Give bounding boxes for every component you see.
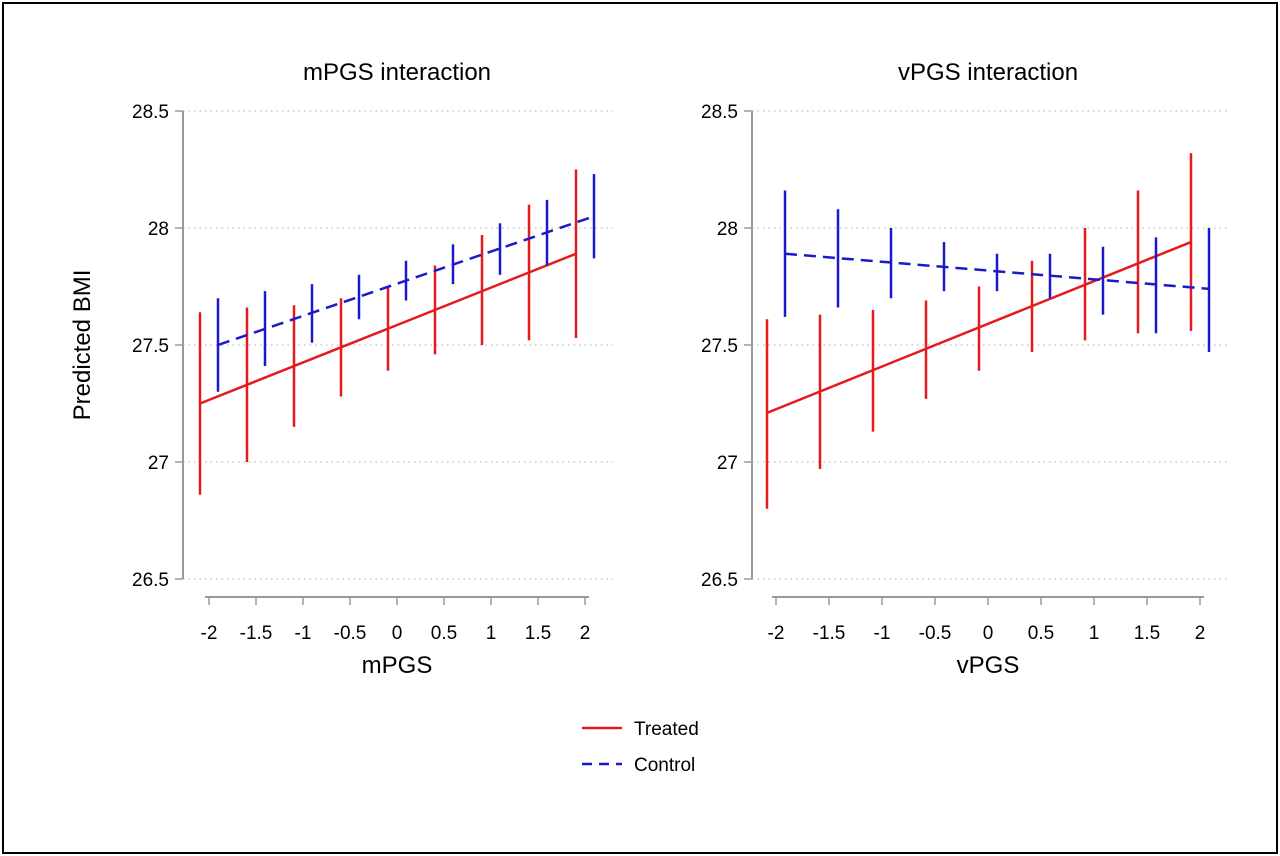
x-tick-label: 0.5	[1028, 623, 1054, 644]
series-control	[216, 174, 596, 392]
y-tick-label: 28.5	[132, 102, 169, 123]
chart-panel-2: vPGS interaction 26.5 27 27.5 28 28.5 -2 -1.5 -1…	[701, 59, 1228, 679]
x-tick-label: -2	[768, 623, 785, 644]
x-tick-label: -0.5	[919, 623, 952, 644]
x-tick-label: -1	[874, 623, 891, 644]
chart-title: vPGS interaction	[898, 59, 1078, 86]
x-tick-label: -1	[295, 623, 312, 644]
y-tick-label: 26.5	[132, 570, 169, 591]
y-tick-label: 26.5	[701, 570, 738, 591]
y-tick-label: 27	[148, 453, 169, 474]
x-tick-label: 0	[983, 623, 994, 644]
series-treated	[765, 153, 1193, 509]
legend: Treated Control	[582, 719, 699, 776]
x-tick-label: 2	[1195, 623, 1206, 644]
legend-label-treated: Treated	[634, 719, 699, 740]
x-tick-label: 1	[486, 623, 497, 644]
y-tick-label: 27	[717, 453, 738, 474]
legend-label-control: Control	[634, 755, 695, 776]
chart-title: mPGS interaction	[303, 59, 491, 86]
x-tick-label: -1.5	[813, 623, 846, 644]
y-tick-label: 27.5	[132, 336, 169, 357]
y-axis-label: Predicted BMI	[69, 270, 96, 421]
x-tick-label: 0	[392, 623, 403, 644]
chart-panel-1: mPGS interaction 26.5 27 27.5 28 28.5 -2 -1.5 -1…	[132, 59, 613, 679]
x-axis-label: vPGS	[957, 652, 1020, 679]
x-tick-label: -1.5	[240, 623, 273, 644]
x-axis-label: mPGS	[362, 652, 433, 679]
y-tick-label: 28	[148, 219, 169, 240]
y-tick-label: 27.5	[701, 336, 738, 357]
series-control	[783, 190, 1211, 353]
x-tick-label: -2	[201, 623, 218, 644]
x-tick-label: -0.5	[334, 623, 367, 644]
x-tick-label: 1	[1089, 623, 1100, 644]
series-line	[784, 252, 1210, 291]
x-tick-label: 0.5	[431, 623, 457, 644]
series-line	[217, 215, 595, 347]
x-tick-label: 1.5	[1134, 623, 1160, 644]
y-tick-label: 28.5	[701, 102, 738, 123]
x-tick-label: 2	[580, 623, 591, 644]
series-line	[766, 240, 1192, 415]
x-tick-label: 1.5	[525, 623, 551, 644]
y-tick-label: 28	[717, 219, 738, 240]
series-treated	[198, 169, 578, 495]
series-line	[199, 252, 577, 405]
panels: mPGS interaction 26.5 27 27.5 28 28.5 -2 -1.5 -1…	[132, 59, 1228, 679]
